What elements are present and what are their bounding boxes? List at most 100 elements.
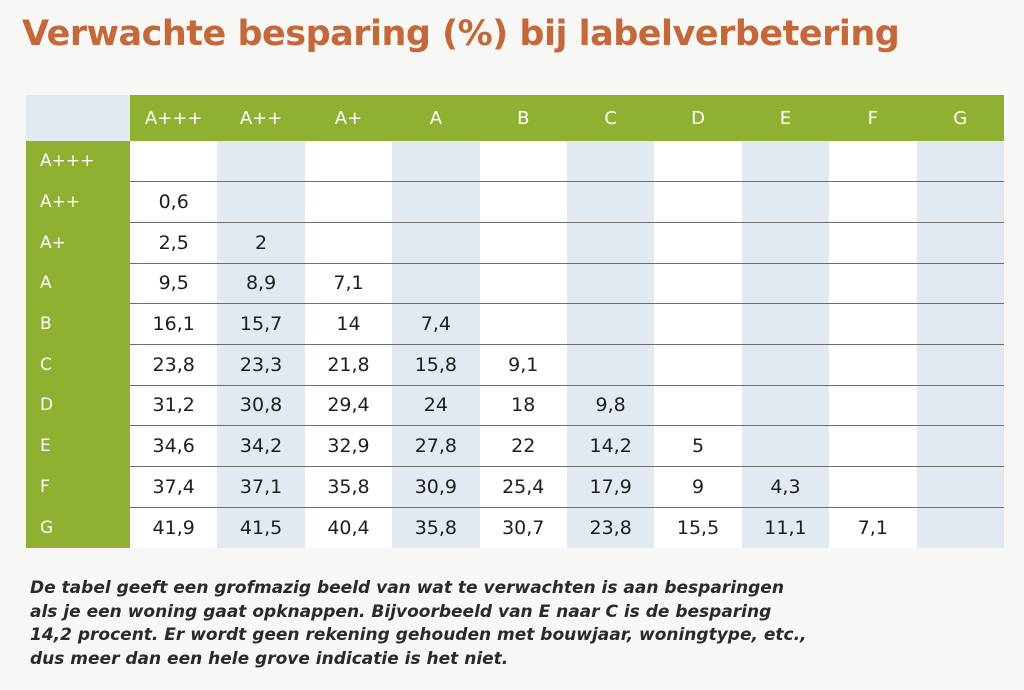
table-cell: 7,4 bbox=[392, 303, 480, 345]
row-header: A+++ bbox=[26, 141, 130, 182]
table-cell bbox=[566, 263, 655, 305]
table-cell bbox=[130, 141, 218, 183]
table-cell: 18 bbox=[479, 385, 567, 427]
table-cell bbox=[916, 385, 1004, 427]
table-cell: 25,4 bbox=[479, 466, 567, 508]
savings-table-container: A+++ A++ A+ A B C D E F G A+++ A++ 0,6 A+ 2,5 2 A 9,5 8,9… bbox=[26, 95, 1004, 548]
table-cell: 24 bbox=[392, 385, 480, 427]
table-header-row: A+++ A++ A+ A B C D E F G bbox=[26, 95, 1004, 141]
table-cell bbox=[654, 263, 742, 305]
table-cell: 9,8 bbox=[566, 385, 655, 427]
caption-line: 14,2 procent. Er wordt geen rekening geh… bbox=[30, 625, 807, 645]
column-header: A bbox=[392, 95, 480, 141]
table-row: C 23,8 23,3 21,8 15,8 9,1 bbox=[26, 344, 1004, 386]
column-header: A+ bbox=[304, 95, 393, 141]
table-cell: 8,9 bbox=[217, 263, 305, 305]
table-cell: 37,1 bbox=[217, 466, 305, 508]
caption-line: als je een woning gaat opknappen. Bijvoo… bbox=[30, 601, 772, 622]
table-cell bbox=[829, 222, 917, 264]
table-cell: 23,3 bbox=[217, 344, 305, 386]
table-row: G 41,9 41,5 40,4 35,8 30,7 23,8 15,5 11,1 7,1 bbox=[26, 507, 1004, 548]
table-body: A+++ A++ 0,6 A+ 2,5 2 A 9,5 8,9 7,1 B 16,1 15,7 14 7,4… bbox=[26, 141, 1004, 548]
table-cell: 21,8 bbox=[304, 344, 393, 386]
table-cell bbox=[392, 141, 480, 183]
column-header: F bbox=[829, 95, 917, 141]
table-cell: 11,1 bbox=[741, 507, 830, 548]
table-cell: 31,2 bbox=[130, 385, 218, 427]
table-caption: De tabel geeft een grofmazig beeld van w… bbox=[30, 577, 990, 671]
table-cell bbox=[829, 385, 917, 427]
table-cell: 16,1 bbox=[130, 303, 218, 345]
table-cell bbox=[916, 344, 1004, 386]
row-header: E bbox=[26, 425, 130, 467]
column-header: C bbox=[566, 95, 655, 141]
table-cell: 23,8 bbox=[566, 507, 655, 548]
table-row: B 16,1 15,7 14 7,4 bbox=[26, 303, 1004, 345]
table-cell bbox=[829, 141, 917, 183]
table-cell: 32,9 bbox=[304, 425, 393, 467]
table-cell bbox=[304, 222, 393, 264]
table-cell bbox=[916, 263, 1004, 305]
row-header: B bbox=[26, 303, 130, 345]
table-cell bbox=[741, 222, 830, 264]
table-cell bbox=[829, 344, 917, 386]
table-cell bbox=[741, 181, 830, 223]
table-cell bbox=[916, 425, 1004, 467]
column-header: D bbox=[654, 95, 742, 141]
table-row: A+++ bbox=[26, 141, 1004, 183]
table-cell: 23,8 bbox=[130, 344, 218, 386]
table-row: E 34,6 34,2 32,9 27,8 22 14,2 5 bbox=[26, 425, 1004, 467]
table-cell bbox=[566, 344, 655, 386]
table-cell: 9,5 bbox=[130, 263, 218, 305]
table-cell: 2 bbox=[217, 222, 305, 264]
table-cell: 34,2 bbox=[217, 425, 305, 467]
table-cell: 15,5 bbox=[654, 507, 742, 548]
table-cell: 7,1 bbox=[829, 507, 917, 548]
table-cell bbox=[566, 303, 655, 345]
table-cell bbox=[392, 181, 480, 223]
table-cell: 5 bbox=[654, 425, 742, 467]
table-cell: 30,8 bbox=[217, 385, 305, 427]
table-cell: 2,5 bbox=[130, 222, 218, 264]
table-cell: 7,1 bbox=[304, 263, 393, 305]
table-cell bbox=[829, 466, 917, 508]
row-header: F bbox=[26, 466, 130, 508]
table-cell bbox=[741, 344, 830, 386]
page-title: Verwachte besparing (%) bij labelverbete… bbox=[22, 14, 900, 54]
table-cell bbox=[479, 222, 567, 264]
table-cell: 41,5 bbox=[217, 507, 305, 548]
table-row: D 31,2 30,8 29,4 24 18 9,8 bbox=[26, 385, 1004, 427]
table-row: A++ 0,6 bbox=[26, 181, 1004, 223]
row-header: G bbox=[26, 507, 130, 548]
table-cell bbox=[916, 466, 1004, 508]
table-cell bbox=[479, 303, 567, 345]
table-cell bbox=[654, 303, 742, 345]
table-cell: 34,6 bbox=[130, 425, 218, 467]
table-cell bbox=[566, 141, 655, 183]
column-header: E bbox=[741, 95, 830, 141]
table-cell bbox=[829, 181, 917, 223]
row-header: A bbox=[26, 263, 130, 304]
table-corner-cell bbox=[26, 95, 130, 141]
savings-table: A+++ A++ A+ A B C D E F G A+++ A++ 0,6 A+ 2,5 2 A 9,5 8,9… bbox=[26, 95, 1004, 548]
table-row: A 9,5 8,9 7,1 bbox=[26, 263, 1004, 305]
table-row: A+ 2,5 2 bbox=[26, 222, 1004, 264]
table-cell: 0,6 bbox=[130, 181, 218, 223]
table-cell bbox=[741, 141, 830, 183]
table-cell: 22 bbox=[479, 425, 567, 467]
table-cell: 14 bbox=[304, 303, 393, 345]
table-cell bbox=[916, 222, 1004, 264]
table-cell bbox=[479, 181, 567, 223]
table-cell: 41,9 bbox=[130, 507, 218, 548]
table-cell: 15,7 bbox=[217, 303, 305, 345]
table-cell bbox=[654, 344, 742, 386]
table-cell bbox=[741, 263, 830, 305]
table-cell bbox=[829, 263, 917, 305]
column-header: B bbox=[479, 95, 567, 141]
table-cell: 9 bbox=[654, 466, 742, 508]
table-cell bbox=[566, 181, 655, 223]
table-cell bbox=[654, 385, 742, 427]
row-header: C bbox=[26, 344, 130, 386]
table-cell: 37,4 bbox=[130, 466, 218, 508]
table-cell: 29,4 bbox=[304, 385, 393, 427]
